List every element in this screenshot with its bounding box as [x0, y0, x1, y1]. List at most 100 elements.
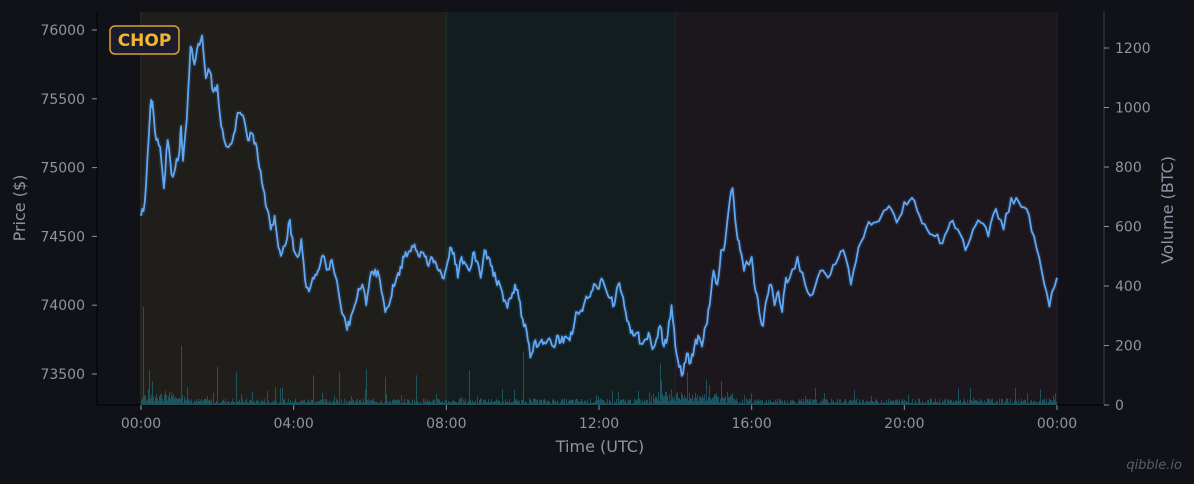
volume-bar [298, 402, 299, 405]
volume-bar [409, 400, 410, 405]
volume-bar [1056, 401, 1057, 405]
volume-bar [761, 400, 762, 405]
volume-bar [832, 401, 833, 405]
volume-bar [872, 401, 873, 405]
volume-bar [735, 400, 736, 405]
volume-bar [159, 395, 160, 405]
volume-bar [187, 387, 188, 405]
volume-bar [151, 394, 152, 405]
volume-bar [482, 403, 483, 405]
volume-bar [743, 403, 744, 405]
volume-bar [566, 398, 567, 405]
volume-bar [1049, 398, 1050, 405]
volume-bar [453, 399, 454, 405]
volume-bars [141, 306, 1057, 405]
volume-bar [826, 398, 827, 405]
volume-bar [1011, 403, 1012, 405]
volume-bar [549, 401, 550, 405]
volume-bar [473, 402, 474, 405]
volume-bar [578, 401, 579, 405]
volume-bar [281, 402, 282, 405]
volume-bar [170, 398, 171, 405]
volume-bar [546, 402, 547, 405]
volume-bar [327, 401, 328, 405]
volume-bar [851, 400, 852, 405]
volume-bar [268, 400, 269, 405]
volume-bar [715, 394, 716, 405]
volume-bar [871, 396, 872, 405]
volume-bar [494, 401, 495, 405]
volume-bar [811, 402, 812, 405]
volume-bar [267, 391, 268, 405]
volume-bar [695, 392, 696, 405]
price-tick-label: 75000 [40, 161, 85, 177]
volume-bar [602, 400, 603, 405]
volume-bar [169, 391, 170, 405]
volume-bar [322, 392, 323, 405]
volume-bar [973, 397, 974, 405]
volume-bar [594, 402, 595, 405]
volume-bar [543, 399, 544, 405]
volume-bar [173, 394, 174, 405]
volume-bar [480, 398, 481, 405]
volume-bar [1055, 393, 1056, 405]
volume-bar [334, 395, 335, 405]
volume-bar [149, 370, 150, 405]
volume-bar [271, 402, 272, 405]
volume-bar [700, 396, 701, 405]
volume-bar [609, 399, 610, 405]
volume-bar [834, 403, 835, 405]
volume-bar [276, 401, 277, 405]
volume-bar [711, 399, 712, 405]
volume-bar [440, 401, 441, 405]
volume-bar [782, 400, 783, 405]
volume-bar [552, 399, 553, 405]
volume-bar [802, 401, 803, 405]
volume-bar [868, 401, 869, 405]
volume-bar [416, 375, 417, 405]
volume-bar [269, 403, 270, 405]
volume-bar [813, 399, 814, 405]
volume-bar [645, 401, 646, 405]
volume-bar [302, 401, 303, 405]
volume-bar [583, 402, 584, 405]
volume-bar [316, 401, 317, 405]
volume-bar [533, 398, 534, 405]
volume-bar [586, 402, 587, 405]
volume-bar [799, 399, 800, 405]
volume-bar [612, 390, 613, 405]
region-amber [141, 12, 447, 405]
volume-bar [320, 399, 321, 405]
volume-bar [950, 399, 951, 405]
volume-bar [968, 403, 969, 405]
volume-bar [712, 398, 713, 405]
volume-bar [603, 400, 604, 405]
volume-bar [261, 399, 262, 405]
volume-bar [789, 402, 790, 405]
volume-bar [254, 400, 255, 405]
volume-bar [272, 401, 273, 405]
volume-bar [926, 403, 927, 405]
volume-bar [448, 401, 449, 405]
volume-bar [436, 393, 437, 405]
volume-bar [256, 399, 257, 405]
volume-bar [807, 399, 808, 405]
volume-bar [550, 403, 551, 405]
volume-bar [391, 403, 392, 405]
volume-bar [1048, 401, 1049, 405]
volume-bar [901, 400, 902, 405]
volume-bar [976, 400, 977, 405]
volume-bar [750, 399, 751, 405]
volume-bar [755, 399, 756, 405]
volume-bar [962, 402, 963, 405]
volume-bar [1044, 398, 1045, 405]
volume-bar [835, 402, 836, 405]
volume-bar [655, 396, 656, 405]
volume-bar [1051, 400, 1052, 405]
volume-bar [259, 403, 260, 405]
volume-bar [647, 399, 648, 405]
volume-bar [732, 392, 733, 405]
volume-bar [540, 400, 541, 405]
volume-bar [312, 399, 313, 405]
volume-bar [168, 396, 169, 405]
